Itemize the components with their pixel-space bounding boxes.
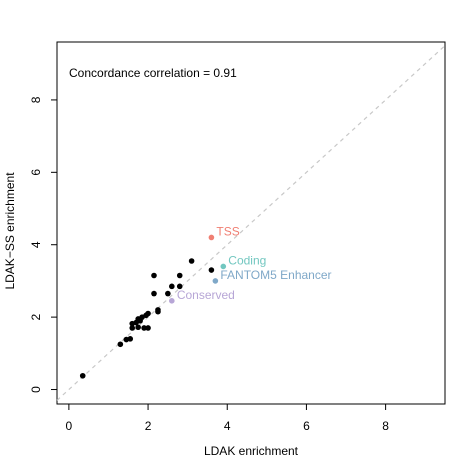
point-coding — [220, 263, 227, 270]
y-tick-label: 6 — [29, 169, 43, 176]
data-point — [127, 336, 134, 342]
data-point — [165, 290, 171, 297]
point-label-coding: Coding — [228, 253, 266, 267]
point-label-conserved: Conserved — [177, 288, 235, 302]
x-tick-label: 4 — [224, 419, 231, 433]
y-axis-label: LDAK−SS enrichment — [3, 172, 17, 290]
y-tick-label: 0 — [29, 386, 43, 393]
point-label-tss: TSS — [216, 224, 239, 238]
data-point — [145, 325, 151, 331]
point-fantom5-enhancer — [212, 278, 219, 284]
reference-line — [56, 45, 446, 401]
plot-area — [56, 41, 446, 405]
y-tick-label: 2 — [29, 313, 43, 320]
point-tss — [208, 234, 215, 241]
x-tick-label: 0 — [66, 419, 73, 433]
data-points — [79, 258, 215, 379]
data-point — [141, 325, 147, 331]
data-point — [151, 272, 157, 279]
annotation-text: Concordance correlation = 0.91 — [69, 66, 237, 80]
y-tick-label: 8 — [29, 96, 43, 103]
data-point — [208, 267, 215, 273]
x-tick-label: 6 — [303, 419, 310, 433]
x-tick-label: 2 — [145, 419, 152, 433]
data-point — [176, 272, 183, 279]
data-point — [145, 310, 151, 317]
data-point — [169, 283, 175, 290]
point-conserved — [169, 298, 175, 304]
y-tick-label: 4 — [29, 241, 43, 248]
data-point — [155, 308, 161, 315]
data-point — [117, 341, 124, 348]
data-point — [129, 325, 136, 331]
data-point — [176, 283, 183, 290]
y-axis: 0 2 4 6 8 — [29, 96, 57, 393]
data-point — [135, 324, 141, 331]
data-point — [151, 290, 157, 297]
x-axis: 0 2 4 6 8 — [66, 404, 389, 433]
x-tick-label: 8 — [382, 419, 389, 433]
point-label-fantom5-enhancer: FANTOM5 Enhancer — [220, 268, 331, 282]
data-point — [79, 372, 86, 379]
data-point — [188, 258, 195, 264]
x-axis-label: LDAK enrichment — [204, 444, 299, 458]
